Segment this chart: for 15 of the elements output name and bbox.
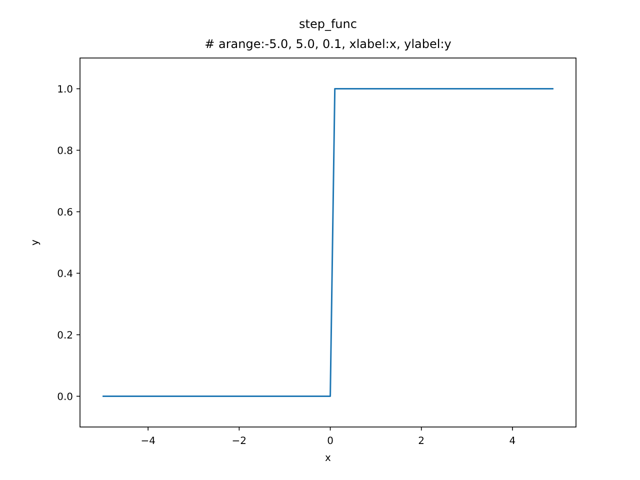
x-tick-label: 4 [509, 436, 516, 447]
chart-subtitle: # arange:-5.0, 5.0, 0.1, xlabel:x, ylabel:y [204, 37, 452, 51]
x-tick-label: 0 [327, 436, 334, 447]
y-tick-label: 0.2 [57, 330, 73, 342]
y-tick-label: 0.8 [57, 146, 73, 157]
x-tick-label: 2 [418, 436, 425, 447]
y-axis-title: y [30, 239, 41, 246]
x-tick-label: −2 [232, 436, 247, 447]
x-axis-title: x [325, 453, 332, 464]
y-tick-label: 0.0 [57, 392, 73, 403]
y-tick-label: 0.6 [57, 207, 73, 218]
chart-title: step_func [299, 17, 357, 31]
y-tick-label: 0.4 [57, 268, 73, 280]
x-tick-label: −4 [140, 436, 156, 447]
y-tick-label: 1.0 [57, 84, 73, 96]
